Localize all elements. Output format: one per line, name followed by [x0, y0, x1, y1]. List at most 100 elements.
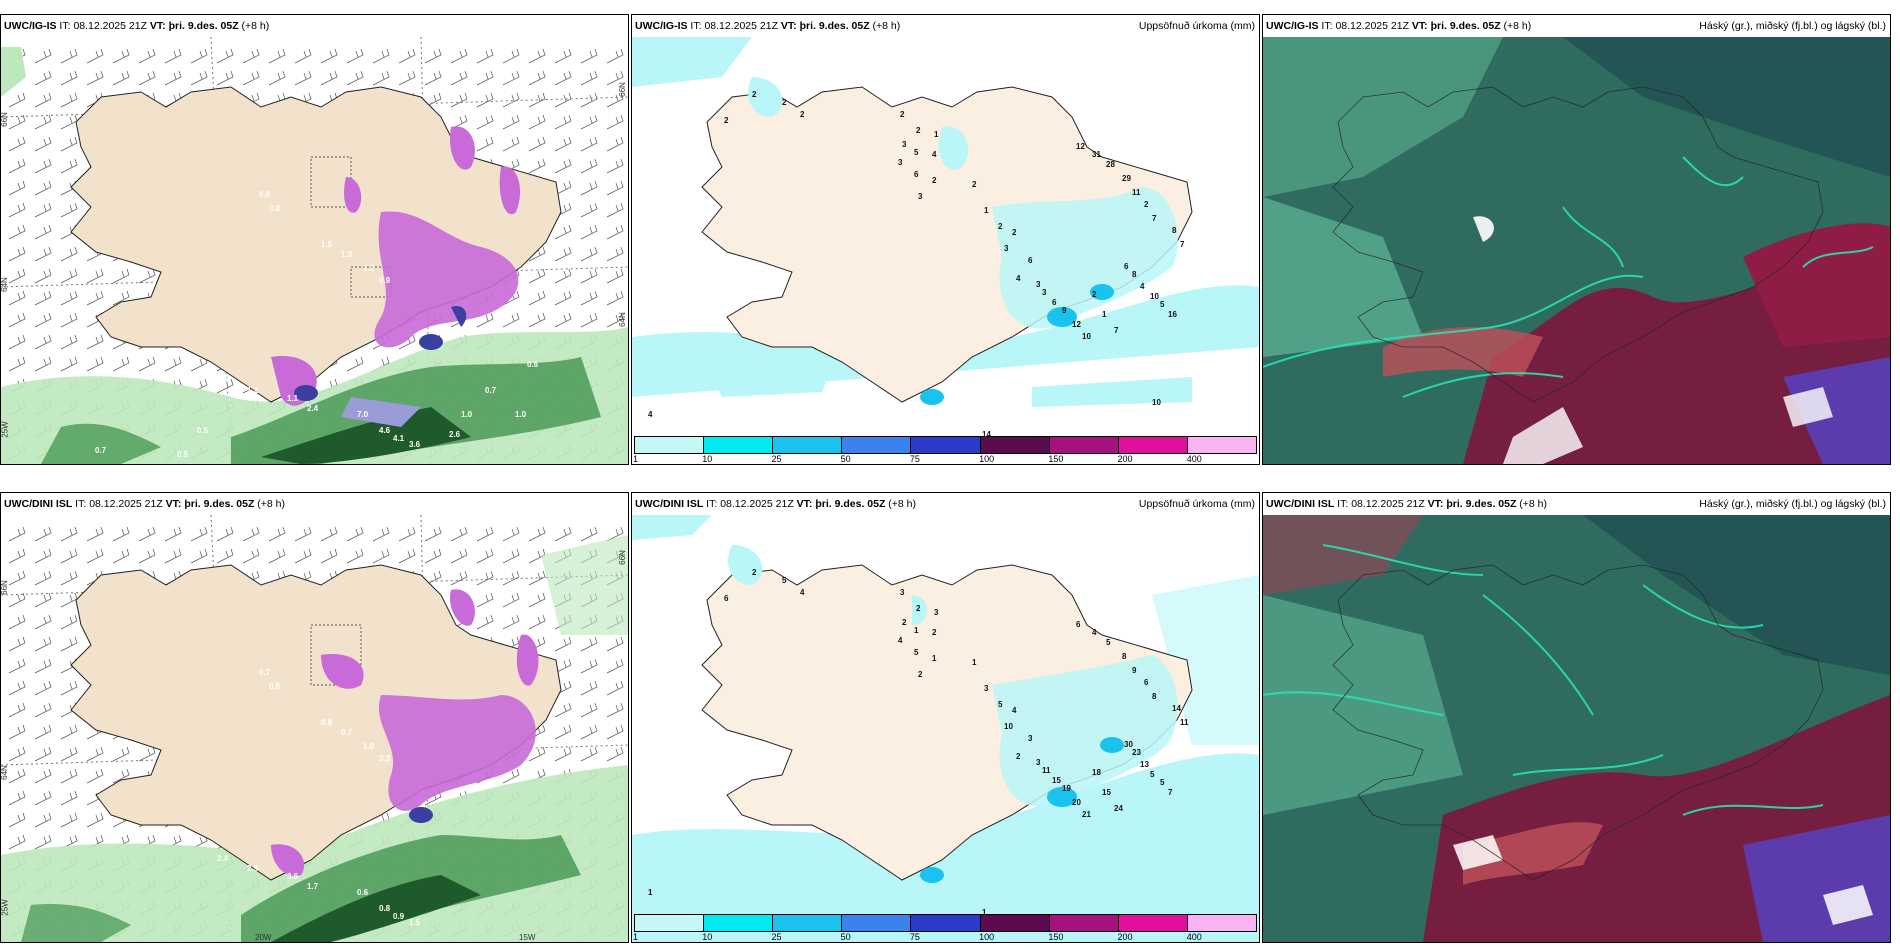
wind-barb	[268, 548, 286, 564]
colorbar-tick: 400	[1186, 932, 1202, 942]
wind-barb	[164, 526, 182, 542]
wind-barb	[86, 768, 104, 784]
value-label: 4	[1012, 706, 1017, 715]
value-label: 16	[1168, 310, 1177, 319]
value-label: 3	[1042, 288, 1047, 297]
wind-barb	[60, 790, 78, 806]
wind-barb	[34, 834, 52, 850]
wind-barb	[8, 334, 26, 350]
value-label: 1.1	[287, 394, 299, 403]
value-label: 5	[914, 648, 919, 657]
wind-barb	[112, 746, 130, 762]
wind-barb	[8, 702, 26, 718]
wind-barb	[34, 592, 52, 608]
panel-title: UWC/IG-IS IT: 08.12.2025 21Z VT: þri. 9.…	[1, 15, 628, 37]
value-label: 0.6	[527, 360, 539, 369]
wind-barb	[60, 570, 78, 586]
wind-barb	[554, 636, 572, 652]
colorbar-tick: 25	[771, 932, 782, 942]
value-label: 6	[1124, 262, 1129, 271]
value-label: 9	[1132, 666, 1137, 675]
panel-top-right: UWC/IG-IS IT: 08.12.2025 21Z VT: þri. 9.…	[1262, 14, 1891, 465]
colorbar-tick: 400	[1186, 454, 1202, 464]
wind-barb	[398, 48, 416, 64]
wind-barb	[528, 268, 546, 284]
wind-barb	[60, 812, 78, 828]
value-label: 2	[918, 670, 923, 679]
value-label: 2	[916, 126, 921, 135]
value-label: 2	[916, 604, 921, 613]
value-label: 5	[782, 576, 787, 585]
value-label: 5	[1150, 770, 1155, 779]
value-label: 2	[800, 110, 805, 119]
value-label: 2	[1012, 228, 1017, 237]
value-label: 3	[902, 140, 907, 149]
wind-barb	[294, 48, 312, 64]
value-label: 6	[914, 170, 919, 179]
wind-barb	[8, 158, 26, 174]
wind-barb	[528, 290, 546, 306]
wind-barb	[476, 114, 494, 130]
wind-barb	[138, 70, 156, 86]
precip-magenta	[374, 211, 519, 348]
wind-barb	[580, 526, 598, 542]
value-label: 19	[1062, 784, 1071, 793]
wind-barb	[606, 526, 624, 542]
wind-barb	[34, 268, 52, 284]
wind-barb	[86, 356, 104, 372]
wind-barb	[606, 158, 624, 174]
wind-barb	[528, 158, 546, 174]
wind-barb	[502, 114, 520, 130]
value-label: 0.7	[485, 386, 497, 395]
value-label: 31	[1092, 150, 1101, 159]
wind-barb	[606, 202, 624, 218]
colorbar-swatch	[842, 915, 912, 931]
wind-barb	[8, 92, 26, 108]
wind-barb	[60, 246, 78, 262]
value-label: 15	[1052, 776, 1061, 785]
colorbar-swatch	[773, 915, 843, 931]
wind-barb	[268, 526, 286, 542]
wind-barb	[34, 114, 52, 130]
wind-barb	[502, 614, 520, 630]
wind-barb	[502, 92, 520, 108]
wind-barb	[138, 548, 156, 564]
wind-barb	[606, 702, 624, 718]
wind-barb	[60, 268, 78, 284]
colorbar-swatch	[1187, 915, 1256, 931]
value-label: 6	[1144, 678, 1149, 687]
wind-barb	[8, 356, 26, 372]
wind-barb	[606, 246, 624, 262]
wind-barb	[476, 548, 494, 564]
wind-barb	[528, 570, 546, 586]
wind-barb	[34, 92, 52, 108]
value-label: 3	[898, 158, 903, 167]
wind-barb	[450, 548, 468, 564]
colorbar-tick: 150	[1048, 932, 1064, 942]
colorbar-swatch	[842, 437, 912, 453]
wind-barb	[580, 658, 598, 674]
wind-barb	[8, 746, 26, 762]
wind-barb	[554, 724, 572, 740]
value-label: 6	[1028, 256, 1033, 265]
wind-barb	[528, 526, 546, 542]
wind-barb	[528, 92, 546, 108]
wind-barb	[606, 724, 624, 740]
value-label: 10	[1004, 722, 1013, 731]
wind-barb	[60, 614, 78, 630]
value-label: 2.4	[307, 404, 319, 413]
wind-barb	[424, 526, 442, 542]
value-label: 10	[1082, 332, 1091, 341]
value-label: 0.7	[341, 728, 353, 737]
wind-barb	[60, 334, 78, 350]
wind-barb	[580, 224, 598, 240]
wind-barb	[86, 526, 104, 542]
colorbar-tick: 1	[633, 454, 639, 464]
wind-barb	[606, 70, 624, 86]
wind-barb	[580, 158, 598, 174]
panel-title: UWC/DINI ISL IT: 08.12.2025 21Z VT: þri.…	[1, 493, 628, 515]
colorbar	[634, 436, 1257, 454]
wind-barb	[164, 356, 182, 372]
wind-barb	[528, 48, 546, 64]
wind-barb	[60, 312, 78, 328]
